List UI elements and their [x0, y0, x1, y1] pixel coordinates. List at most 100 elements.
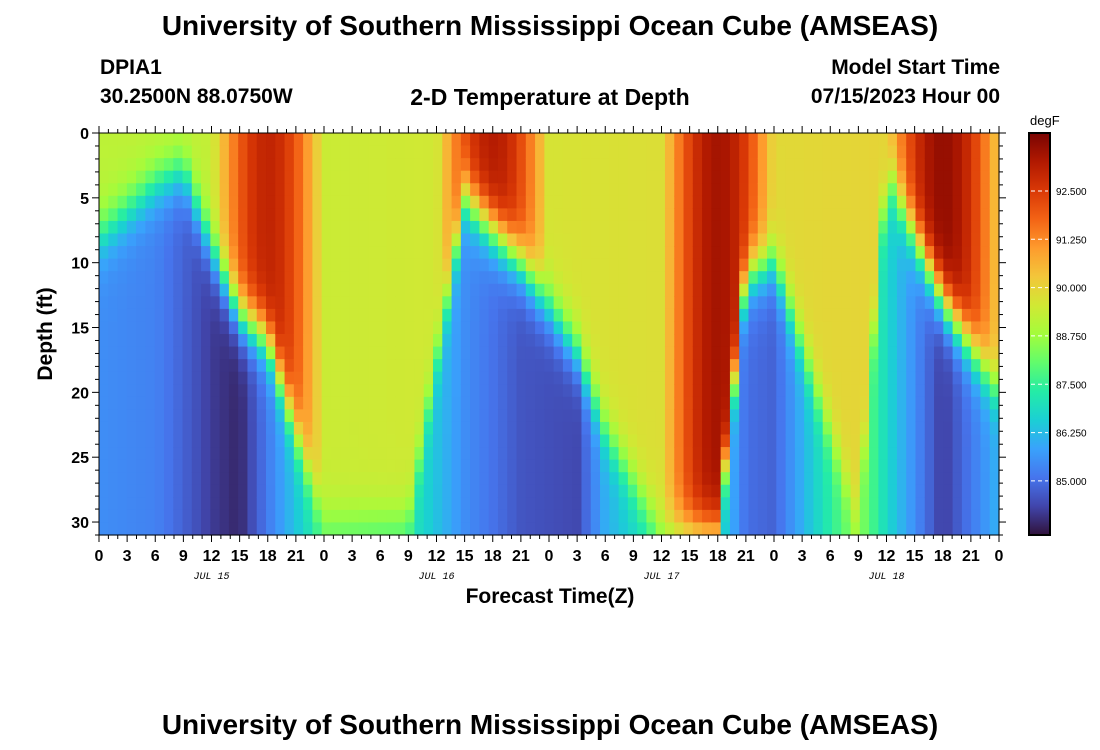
heatmap-cell — [655, 220, 666, 235]
heatmap-cell — [423, 509, 434, 524]
heatmap-cell — [869, 233, 879, 247]
heatmap-cell — [525, 220, 536, 235]
heatmap-cell — [340, 246, 351, 260]
heatmap-cell — [711, 409, 722, 423]
heatmap-cell — [303, 271, 313, 285]
heatmap-cell — [989, 384, 1000, 398]
heatmap-cell — [841, 384, 852, 398]
heatmap-cell — [553, 472, 564, 486]
heatmap-cell — [674, 258, 685, 272]
heatmap-cell — [405, 472, 416, 486]
heatmap-cell — [340, 145, 351, 159]
heatmap-cell — [934, 522, 944, 536]
heatmap-cell — [201, 283, 211, 297]
heatmap-cell — [924, 233, 935, 247]
heatmap-cell — [163, 208, 174, 222]
heatmap-cell — [330, 346, 341, 360]
heatmap-cell — [748, 447, 759, 461]
heatmap-cell — [284, 271, 295, 285]
heatmap-cell — [293, 497, 304, 511]
heatmap-cell — [349, 145, 360, 159]
heatmap-cell — [683, 195, 694, 209]
heatmap-cell — [804, 509, 815, 524]
heatmap-cell — [683, 321, 694, 335]
heatmap-cell — [414, 321, 425, 335]
heatmap-cell — [173, 459, 184, 473]
heatmap-cell — [887, 321, 898, 335]
heatmap-cell — [562, 447, 573, 461]
heatmap-cell — [739, 509, 750, 524]
heatmap-cell — [804, 346, 815, 360]
heatmap-cell — [210, 220, 221, 235]
heatmap-cell — [934, 283, 944, 297]
heatmap-cell — [609, 346, 620, 360]
heatmap-cell — [646, 359, 657, 373]
heatmap-cell — [191, 396, 202, 410]
heatmap-cell — [201, 258, 211, 272]
heatmap-cell — [692, 384, 703, 398]
heatmap-cell — [943, 233, 954, 247]
heatmap-cell — [850, 484, 861, 498]
heatmap-cell — [145, 133, 156, 147]
heatmap-cell — [460, 158, 471, 172]
heatmap-cell — [368, 170, 378, 184]
heatmap-cell — [303, 233, 313, 247]
heatmap-cell — [368, 233, 378, 247]
station-id: DPIA1 — [100, 56, 162, 79]
heatmap-cell — [794, 421, 805, 436]
heatmap-cell — [637, 484, 648, 498]
heatmap-cell — [869, 183, 879, 197]
heatmap-cell — [572, 208, 583, 222]
heatmap-cell — [831, 396, 842, 410]
heatmap-cell — [600, 283, 610, 297]
heatmap-cell — [126, 522, 137, 536]
heatmap-cell — [108, 421, 119, 436]
heatmap-cell — [581, 233, 592, 247]
heatmap-cell — [414, 434, 425, 448]
heatmap-cell — [637, 145, 648, 159]
heatmap-cell — [804, 522, 815, 536]
heatmap-cell — [702, 346, 712, 360]
heatmap-cell — [924, 183, 935, 197]
heatmap-cell — [470, 321, 481, 335]
heatmap-cell — [182, 195, 193, 209]
heatmap-cell — [961, 409, 972, 423]
heatmap-cell — [182, 220, 193, 235]
heatmap-cell — [878, 233, 889, 247]
heatmap-cell — [748, 158, 759, 172]
heatmap-cell — [971, 334, 982, 348]
heatmap-cell — [637, 283, 648, 297]
heatmap-cell — [182, 409, 193, 423]
heatmap-cell — [303, 283, 313, 297]
heatmap-cell — [377, 271, 388, 285]
y-tick-label: 15 — [71, 321, 89, 338]
heatmap-cell — [228, 334, 239, 348]
heatmap-cell — [136, 195, 146, 209]
heatmap-cell — [841, 183, 852, 197]
heatmap-cell — [739, 484, 750, 498]
heatmap-cell — [943, 346, 954, 360]
heatmap-cell — [321, 258, 332, 272]
heatmap-cell — [952, 220, 963, 235]
heatmap-cell — [720, 396, 731, 410]
heatmap-cell — [989, 371, 1000, 385]
heatmap-cell — [618, 334, 629, 348]
heatmap-cell — [683, 497, 694, 511]
heatmap-cell — [757, 359, 768, 373]
heatmap-cell — [748, 296, 759, 310]
heatmap-cell — [386, 321, 397, 335]
heatmap-cell — [535, 158, 545, 172]
heatmap-cell — [748, 484, 759, 498]
heatmap-cell — [108, 158, 119, 172]
heatmap-cell — [544, 145, 555, 159]
heatmap-cell — [321, 334, 332, 348]
heatmap-cell — [117, 158, 128, 172]
heatmap-cell — [191, 158, 202, 172]
heatmap-cell — [757, 371, 768, 385]
heatmap-cell — [238, 220, 249, 235]
heatmap-cell — [497, 409, 508, 423]
heatmap-cell — [887, 522, 898, 536]
heatmap-cell — [460, 396, 471, 410]
heatmap-cell — [729, 434, 740, 448]
heatmap-cell — [748, 246, 759, 260]
